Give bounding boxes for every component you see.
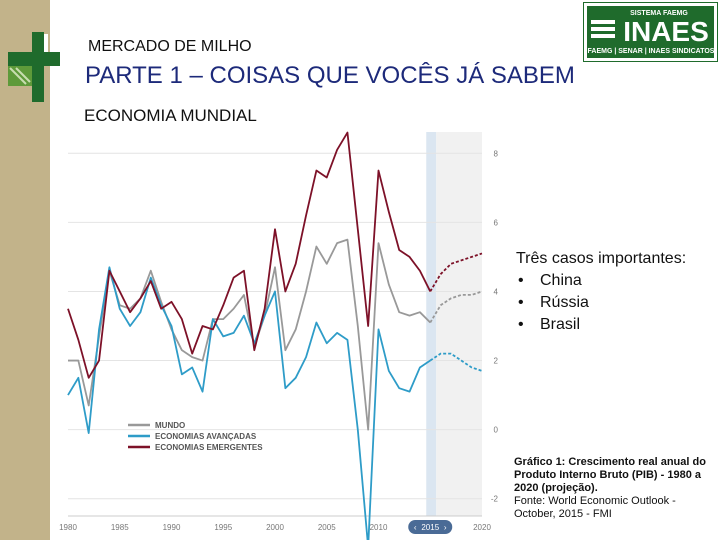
- section-heading: ECONOMIA MUNDIAL: [84, 106, 257, 125]
- series-line-projection-2: [429, 252, 483, 292]
- x-tick-arrow-left: ‹: [414, 523, 417, 532]
- y-tick-label: 4: [494, 287, 499, 296]
- x-tick-label: 1995: [214, 523, 232, 532]
- projection-band: [426, 132, 437, 516]
- page-subtitle: MERCADO DE MILHO: [88, 38, 252, 55]
- x-tick-label: 2010: [370, 523, 388, 532]
- green-cross-logo: [8, 32, 60, 102]
- x-tick-arrow-right: ›: [444, 523, 447, 532]
- notes-item-russia: Rússia: [516, 292, 686, 314]
- x-tick-label: 1980: [59, 523, 77, 532]
- series-line-projection-0: [429, 290, 483, 324]
- legend-label: ECONOMIAS EMERGENTES: [155, 443, 263, 452]
- y-tick-label: 8: [494, 149, 499, 158]
- page-title: PARTE 1 – COISAS QUE VOCÊS JÁ SABEM: [85, 62, 575, 89]
- gdp-growth-line-chart: -2 0 2 4 6 8 1980 1985 1990 1995 2000 2005 2010 ‹ › 201…: [50, 128, 510, 540]
- x-tick-label: 2000: [266, 523, 284, 532]
- logo-bottom-text: FAEMG | SENAR | INAES SINDICATOS: [588, 48, 715, 55]
- notes-list: China Rússia Brasil: [516, 270, 686, 336]
- caption-title: Gráfico 1: Crescimento real anual do Pro…: [514, 456, 706, 494]
- y-tick-label: 2: [494, 357, 499, 366]
- series-line-1: [67, 266, 431, 540]
- legend-label: MUNDO: [155, 421, 185, 430]
- projection-shade: [436, 132, 482, 516]
- notes-item-brasil: Brasil: [516, 314, 686, 336]
- inaes-logo: SISTEMA FAEMG INAES FAEMG | SENAR | INAE…: [582, 1, 719, 63]
- caption-source: Fonte: World Economic Outlook - October,…: [514, 495, 676, 520]
- x-tick-label: 1990: [163, 523, 181, 532]
- series-line-projection-1: [429, 352, 483, 372]
- x-tick-label: 1985: [111, 523, 129, 532]
- chart-caption: Gráfico 1: Crescimento real anual do Pro…: [514, 456, 714, 521]
- notes-heading: Três casos importantes:: [516, 250, 687, 267]
- x-tick-label: 2005: [318, 523, 336, 532]
- y-tick-label: -2: [491, 495, 499, 504]
- x-tick-label: 2020: [473, 523, 491, 532]
- logo-brand-text: INAES: [623, 16, 709, 47]
- notes-item-china: China: [516, 270, 686, 292]
- y-tick-label: 0: [494, 426, 499, 435]
- y-tick-label: 6: [494, 218, 499, 227]
- series-line-2: [67, 131, 432, 379]
- x-tick-badge: [408, 520, 453, 534]
- legend-label: ECONOMIAS AVANÇADAS: [155, 432, 257, 441]
- logo-top-text: SISTEMA FAEMG: [630, 10, 688, 17]
- x-tick-label: 2015: [421, 523, 439, 532]
- notes-box: Três casos importantes: China Rússia Bra…: [516, 248, 686, 336]
